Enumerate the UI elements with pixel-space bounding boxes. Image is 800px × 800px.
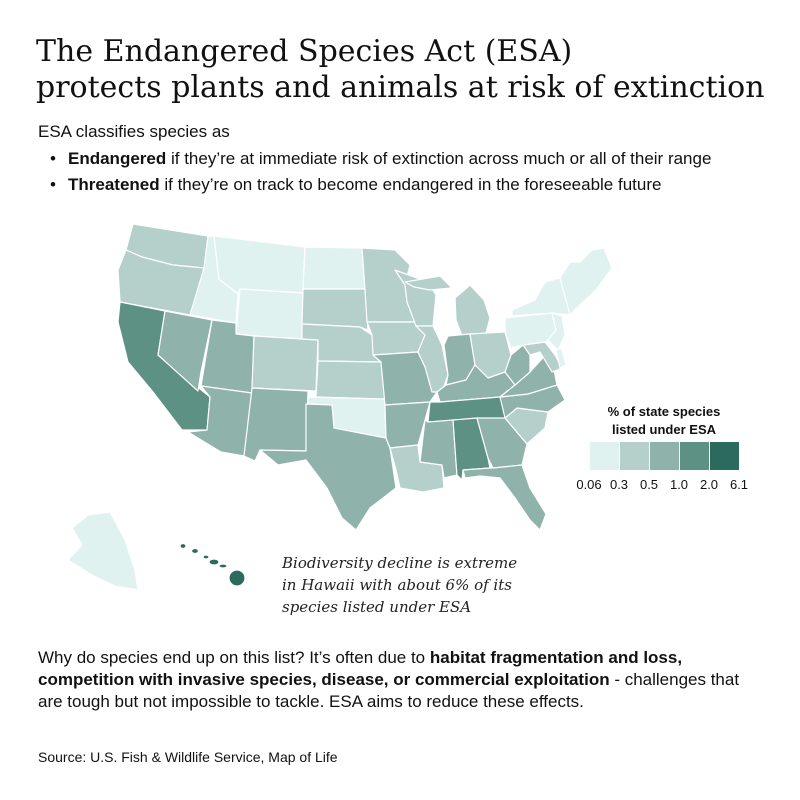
legend-tick-6: 6.1: [729, 477, 749, 492]
state-louisiana: [389, 444, 445, 493]
title-line-1: The Endangered Species Act (ESA): [36, 34, 573, 69]
legend-tick-3: 0.5: [639, 477, 659, 492]
state-south-dakota: [301, 288, 369, 331]
legend-swatch-1: [590, 442, 619, 470]
legend-swatch-3: [650, 442, 679, 470]
state-texas: [259, 403, 397, 531]
closing-line-2-bold: competition with invasive species, disea…: [38, 670, 610, 689]
closing-line-3: are tough but not impossible to tackle. …: [38, 692, 584, 711]
state-maryland: [522, 341, 563, 373]
legend-swatches: [590, 442, 740, 470]
state-new-jersey: [547, 312, 566, 351]
term-endangered: Endangered: [68, 149, 167, 168]
closing-line-2-text: - challenges that: [609, 670, 740, 689]
page-title: The Endangered Species Act (ESA) protect…: [36, 34, 776, 106]
legend-swatch-5: [710, 442, 739, 470]
closing-line-1-text: Why do species end up on this list? It’s…: [38, 648, 430, 667]
hawaii-annotation: Biodiversity decline is extreme in Hawai…: [282, 552, 572, 618]
legend-ticks: 0.06 0.3 0.5 1.0 2.0 6.1: [572, 477, 772, 495]
legend-title-line-2: listed under ESA: [611, 422, 717, 437]
legend-tick-2: 0.3: [609, 477, 629, 492]
legend-title: % of state species listed under ESA: [584, 403, 744, 439]
list-item-threatened: Threatened if they’re on track to become…: [48, 174, 711, 196]
annotation-line-1: Biodiversity decline is extreme: [282, 554, 518, 572]
intro-text: ESA classifies species as: [38, 122, 230, 141]
definition-endangered: if they’re at immediate risk of extincti…: [166, 149, 712, 168]
state-wyoming: [235, 288, 304, 341]
state-new-england: [559, 247, 613, 316]
definition-threatened: if they’re on track to become endangered…: [159, 175, 662, 194]
legend-swatch-2: [620, 442, 649, 470]
legend-tick-5: 2.0: [699, 477, 719, 492]
closing-line-1: Why do species end up on this list? It’s…: [38, 647, 768, 669]
closing-paragraph: Why do species end up on this list? It’s…: [38, 647, 768, 713]
source-note: Source: U.S. Fish & Wildlife Service, Ma…: [38, 749, 338, 765]
state-montana: [213, 235, 306, 295]
state-nevada: [157, 310, 213, 392]
closing-line-2: competition with invasive species, disea…: [38, 669, 768, 691]
state-kansas: [315, 360, 386, 400]
list-item-endangered: Endangered if they’re at immediate risk …: [48, 148, 711, 170]
annotation-line-3: species listed under ESA: [282, 598, 472, 616]
legend-tick-4: 1.0: [669, 477, 689, 492]
legend-swatch-4: [680, 442, 709, 470]
term-threatened: Threatened: [68, 175, 160, 194]
closing-line-1-bold: habitat fragmentation and loss,: [429, 648, 683, 667]
state-colorado: [251, 335, 319, 392]
state-hawaii: [179, 542, 246, 587]
title-line-2: protects plants and animals at risk of e…: [36, 70, 765, 105]
classification-list: Endangered if they’re at immediate risk …: [48, 148, 711, 200]
state-north-dakota: [302, 246, 366, 290]
state-michigan: [404, 275, 491, 337]
state-delaware: [554, 344, 567, 369]
legend-title-line-1: % of state species: [607, 404, 721, 419]
annotation-line-2: in Hawaii with about 6% of its: [282, 576, 512, 594]
state-alaska: [67, 511, 139, 591]
state-florida: [462, 464, 547, 531]
legend-tick-1: 0.06: [576, 477, 602, 492]
state-pennsylvania: [504, 312, 557, 349]
